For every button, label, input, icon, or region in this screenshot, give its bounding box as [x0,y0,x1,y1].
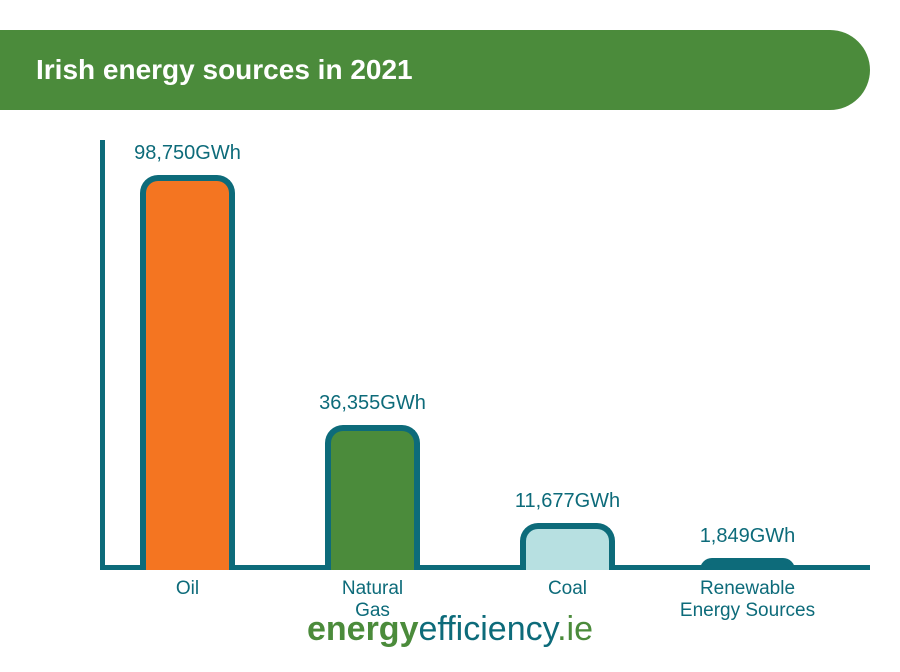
bar [325,425,420,570]
bar-category-label: Oil [100,578,275,600]
bar [700,558,795,570]
logo-part-ie: .ie [557,610,593,648]
bar-value-label: 98,750GWh [115,142,260,165]
logo-part-efficiency: efficiency [418,610,557,648]
y-axis [100,140,105,570]
bar-value-label: 1,849GWh [675,525,820,548]
bar [140,175,235,570]
bar-value-label: 36,355GWh [300,392,445,415]
bar-chart: 98,750GWhOil36,355GWhNatural Gas11,677GW… [100,140,870,570]
bar-category-label: Coal [480,578,655,600]
title-band: Irish energy sources in 2021 [0,30,870,110]
chart-title: Irish energy sources in 2021 [36,54,413,86]
brand-logo: energyefficiency.ie [0,610,900,649]
bar [520,523,615,570]
bar-value-label: 11,677GWh [495,490,640,513]
logo-part-energy: energy [307,610,419,648]
